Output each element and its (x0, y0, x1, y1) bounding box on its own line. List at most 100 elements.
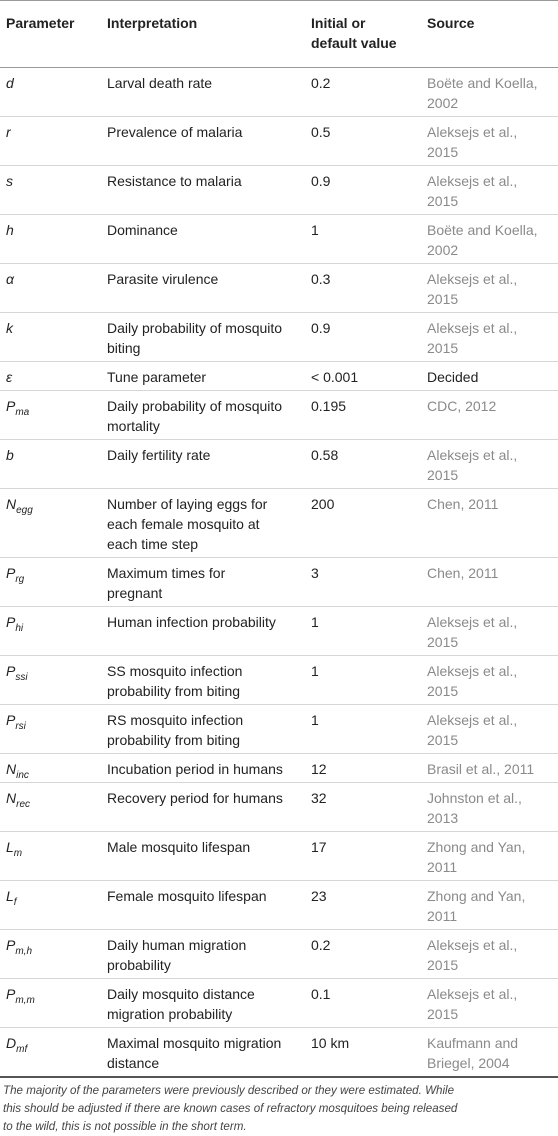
value-cell: 0.1 (305, 979, 421, 1028)
parameter-table: Parameter Interpretation Initial or default… (0, 0, 558, 1078)
parameter-symbol: h (6, 222, 14, 238)
source-text-line: 2015 (427, 1006, 459, 1022)
parameter-symbol: N (6, 790, 17, 806)
source-text-line: 2015 (427, 340, 459, 356)
source-text: Decided (427, 369, 479, 385)
source-cell: Boëte and Koella, 2002 (421, 215, 558, 264)
header-text-line: default value (311, 35, 397, 51)
parameter-subscript: rg (15, 573, 25, 585)
header-cell: Initial or default value (305, 1, 421, 68)
table-row: Prg Maximum times for pregnant 3 Chen, 2011 (0, 558, 558, 607)
source-text-line: 2015 (427, 683, 459, 699)
parameter-cell: k (0, 313, 101, 362)
interpretation-cell: Dominance (101, 215, 305, 264)
parameter-cell: Ninc (0, 754, 101, 783)
parameter-cell: h (0, 215, 101, 264)
table-row: ε Tune parameter < 0.001 Decided (0, 362, 558, 391)
parameter-subscript: m,m (15, 994, 35, 1006)
source-text-line: 2015 (427, 957, 459, 973)
value-text: 0.195 (311, 398, 347, 414)
parameter-cell: d (0, 68, 101, 117)
interpretation-text-line: probability from biting (107, 732, 241, 748)
parameter-cell: r (0, 117, 101, 166)
interpretation-text: Daily fertility rate (107, 447, 211, 463)
source-cell: Aleksejs et al., 2015 (421, 264, 558, 313)
source-text-line: Aleksejs et al., (427, 447, 518, 463)
header-cell: Source (421, 1, 558, 68)
source-cell: Aleksejs et al., 2015 (421, 117, 558, 166)
header-text: Interpretation (107, 15, 198, 31)
header-row: Parameter Interpretation Initial or default… (0, 0, 558, 68)
source-text-line: Briegel, 2004 (427, 1055, 510, 1071)
value-cell: 12 (305, 754, 421, 783)
parameter-symbol: s (6, 173, 13, 189)
value-text: < 0.001 (311, 369, 359, 385)
interpretation-text: Tune parameter (107, 369, 207, 385)
value-text: 0.2 (311, 937, 331, 953)
source-text-line: 2015 (427, 144, 459, 160)
source-text-line: Aleksejs et al., (427, 614, 518, 630)
footnote-line: The majority of the parameters were prev… (3, 1084, 455, 1097)
interpretation-text: Male mosquito lifespan (107, 839, 251, 855)
source-text-line: Aleksejs et al., (427, 320, 518, 336)
interpretation-text-line: each time step (107, 536, 199, 552)
value-cell: 0.5 (305, 117, 421, 166)
value-text: 200 (311, 496, 335, 512)
parameter-symbol: N (6, 761, 17, 777)
parameter-cell: Pm,h (0, 930, 101, 979)
source-text-line: 2002 (427, 242, 459, 258)
interpretation-cell: Larval death rate (101, 68, 305, 117)
table-row: d Larval death rate 0.2 Boëte and Koella, 20… (0, 68, 558, 117)
source-text-line: Aleksejs et al., (427, 124, 518, 140)
source-cell: Chen, 2011 (421, 558, 558, 607)
source-text-line: 2002 (427, 95, 459, 111)
interpretation-cell: Daily fertility rate (101, 440, 305, 489)
source-cell: Zhong and Yan, 2011 (421, 881, 558, 930)
source-text-line: Boëte and Koella, (427, 222, 538, 238)
value-cell: < 0.001 (305, 362, 421, 391)
interpretation-cell: Recovery period for humans (101, 783, 305, 832)
interpretation-cell: RS mosquito infection probability from bi… (101, 705, 305, 754)
interpretation-cell: Male mosquito lifespan (101, 832, 305, 881)
parameter-cell: b (0, 440, 101, 489)
table-row: Nrec Recovery period for humans 32 Johnston… (0, 783, 558, 832)
source-text-line: 2015 (427, 467, 459, 483)
interpretation-cell: Maximum times for pregnant (101, 558, 305, 607)
source-text: Chen, 2011 (427, 565, 499, 581)
table-row: h Dominance 1 Boëte and Koella, 2002 (0, 215, 558, 264)
table-row: s Resistance to malaria 0.9 Aleksejs et al.… (0, 166, 558, 215)
source-cell: Aleksejs et al., 2015 (421, 979, 558, 1028)
value-text: 17 (311, 839, 327, 855)
value-text: 0.9 (311, 173, 331, 189)
value-text: 3 (311, 565, 319, 581)
table-row: b Daily fertility rate 0.58 Aleksejs et al.… (0, 440, 558, 489)
value-cell: 1 (305, 705, 421, 754)
source-cell: Kaufmann and Briegel, 2004 (421, 1028, 558, 1078)
parameter-symbol: P (6, 398, 16, 414)
interpretation-cell: SS mosquito infection probability from bi… (101, 656, 305, 705)
parameter-symbol: d (6, 75, 14, 91)
header-text-line: Initial or (311, 15, 366, 31)
parameter-symbol: r (6, 124, 11, 140)
value-cell: 0.3 (305, 264, 421, 313)
parameter-cell: Pma (0, 391, 101, 440)
parameter-cell: Dmf (0, 1028, 101, 1078)
source-text-line: 2013 (427, 810, 459, 826)
parameter-cell: Lf (0, 881, 101, 930)
parameter-symbol: ε (6, 369, 13, 385)
parameter-subscript: ssi (15, 671, 28, 683)
table-header: Parameter Interpretation Initial or default… (0, 0, 558, 68)
value-text: 0.5 (311, 124, 331, 140)
value-cell: 10 km (305, 1028, 421, 1078)
footnote: The majority of the parameters were prev… (0, 1078, 558, 1136)
source-text-line: Kaufmann and (427, 1035, 519, 1051)
parameter-subscript: m,h (15, 945, 33, 957)
source-cell: Brasil et al., 2011 (421, 754, 558, 783)
parameter-subscript: mf (16, 1043, 28, 1055)
value-text: 0.9 (311, 320, 331, 336)
parameter-subscript: inc (16, 769, 29, 781)
interpretation-text: Parasite virulence (107, 271, 219, 287)
interpretation-text-line: Maximum times for (107, 565, 226, 581)
value-text: 1 (311, 614, 319, 630)
value-text: 1 (311, 712, 319, 728)
